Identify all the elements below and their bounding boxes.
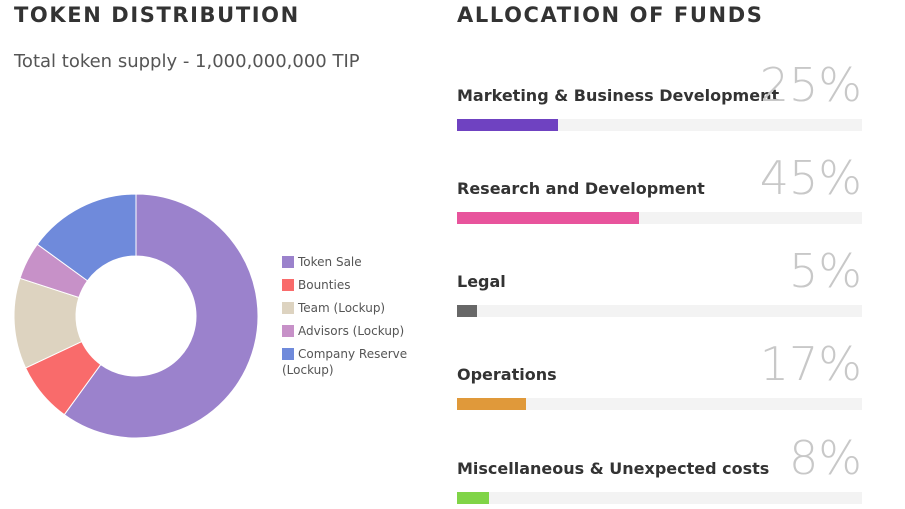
allocation-percent: 5% [789, 244, 862, 298]
allocation-progress-fill [457, 305, 478, 317]
allocation-progress-track [457, 305, 862, 317]
allocation-progress-fill [457, 119, 559, 131]
allocation-label: Operations [457, 365, 557, 384]
allocation-progress-track [457, 212, 862, 224]
token-distribution-title: TOKEN DISTRIBUTION [14, 3, 300, 27]
allocation-percent: 17% [759, 337, 862, 391]
allocation-percent: 25% [759, 58, 862, 112]
allocation-label: Research and Development [457, 179, 705, 198]
legend-swatch [282, 256, 294, 268]
allocation-progress-track [457, 492, 862, 504]
legend-item[interactable]: Advisors (Lockup) [282, 323, 432, 339]
allocation-progress-track [457, 398, 862, 410]
allocation-item: Marketing & Business Development 25% [457, 58, 862, 133]
allocation-progress-fill [457, 492, 490, 504]
donut-slice-company-reserve-lockup[interactable] [36, 193, 137, 282]
legend-item[interactable]: Token Sale [282, 254, 432, 270]
allocation-percent: 45% [759, 151, 862, 205]
legend-label: Company Reserve (Lockup) [282, 347, 408, 377]
legend-swatch [282, 279, 294, 291]
legend-item[interactable]: Company Reserve (Lockup) [282, 346, 432, 378]
allocation-item: Legal 5% [457, 244, 862, 319]
legend-item[interactable]: Bounties [282, 277, 432, 293]
allocation-label: Miscellaneous & Unexpected costs [457, 459, 770, 478]
donut-legend: Token Sale Bounties Team (Lockup) Advisors … [282, 254, 432, 385]
allocation-item: Miscellaneous & Unexpected costs 8% [457, 431, 862, 506]
allocation-progress-fill [457, 398, 526, 410]
total-supply-text: Total token supply - 1,000,000,000 TIP [14, 51, 360, 72]
legend-swatch [282, 325, 294, 337]
legend-label: Team (Lockup) [298, 301, 386, 315]
allocation-item: Operations 17% [457, 337, 862, 412]
legend-swatch [282, 302, 294, 314]
legend-label: Advisors (Lockup) [298, 324, 405, 338]
allocation-label: Marketing & Business Development [457, 86, 780, 105]
token-distribution-donut-chart [13, 193, 259, 439]
legend-label: Bounties [298, 278, 351, 292]
allocation-progress-track [457, 119, 862, 131]
legend-item[interactable]: Team (Lockup) [282, 300, 432, 316]
legend-swatch [282, 348, 294, 360]
allocation-progress-fill [457, 212, 640, 224]
legend-label: Token Sale [298, 255, 362, 269]
allocation-label: Legal [457, 272, 506, 291]
allocation-percent: 8% [789, 431, 862, 485]
donut-slice-token-sale[interactable] [63, 193, 259, 439]
allocation-item: Research and Development 45% [457, 151, 862, 226]
allocation-of-funds-title: ALLOCATION OF FUNDS [457, 3, 764, 27]
